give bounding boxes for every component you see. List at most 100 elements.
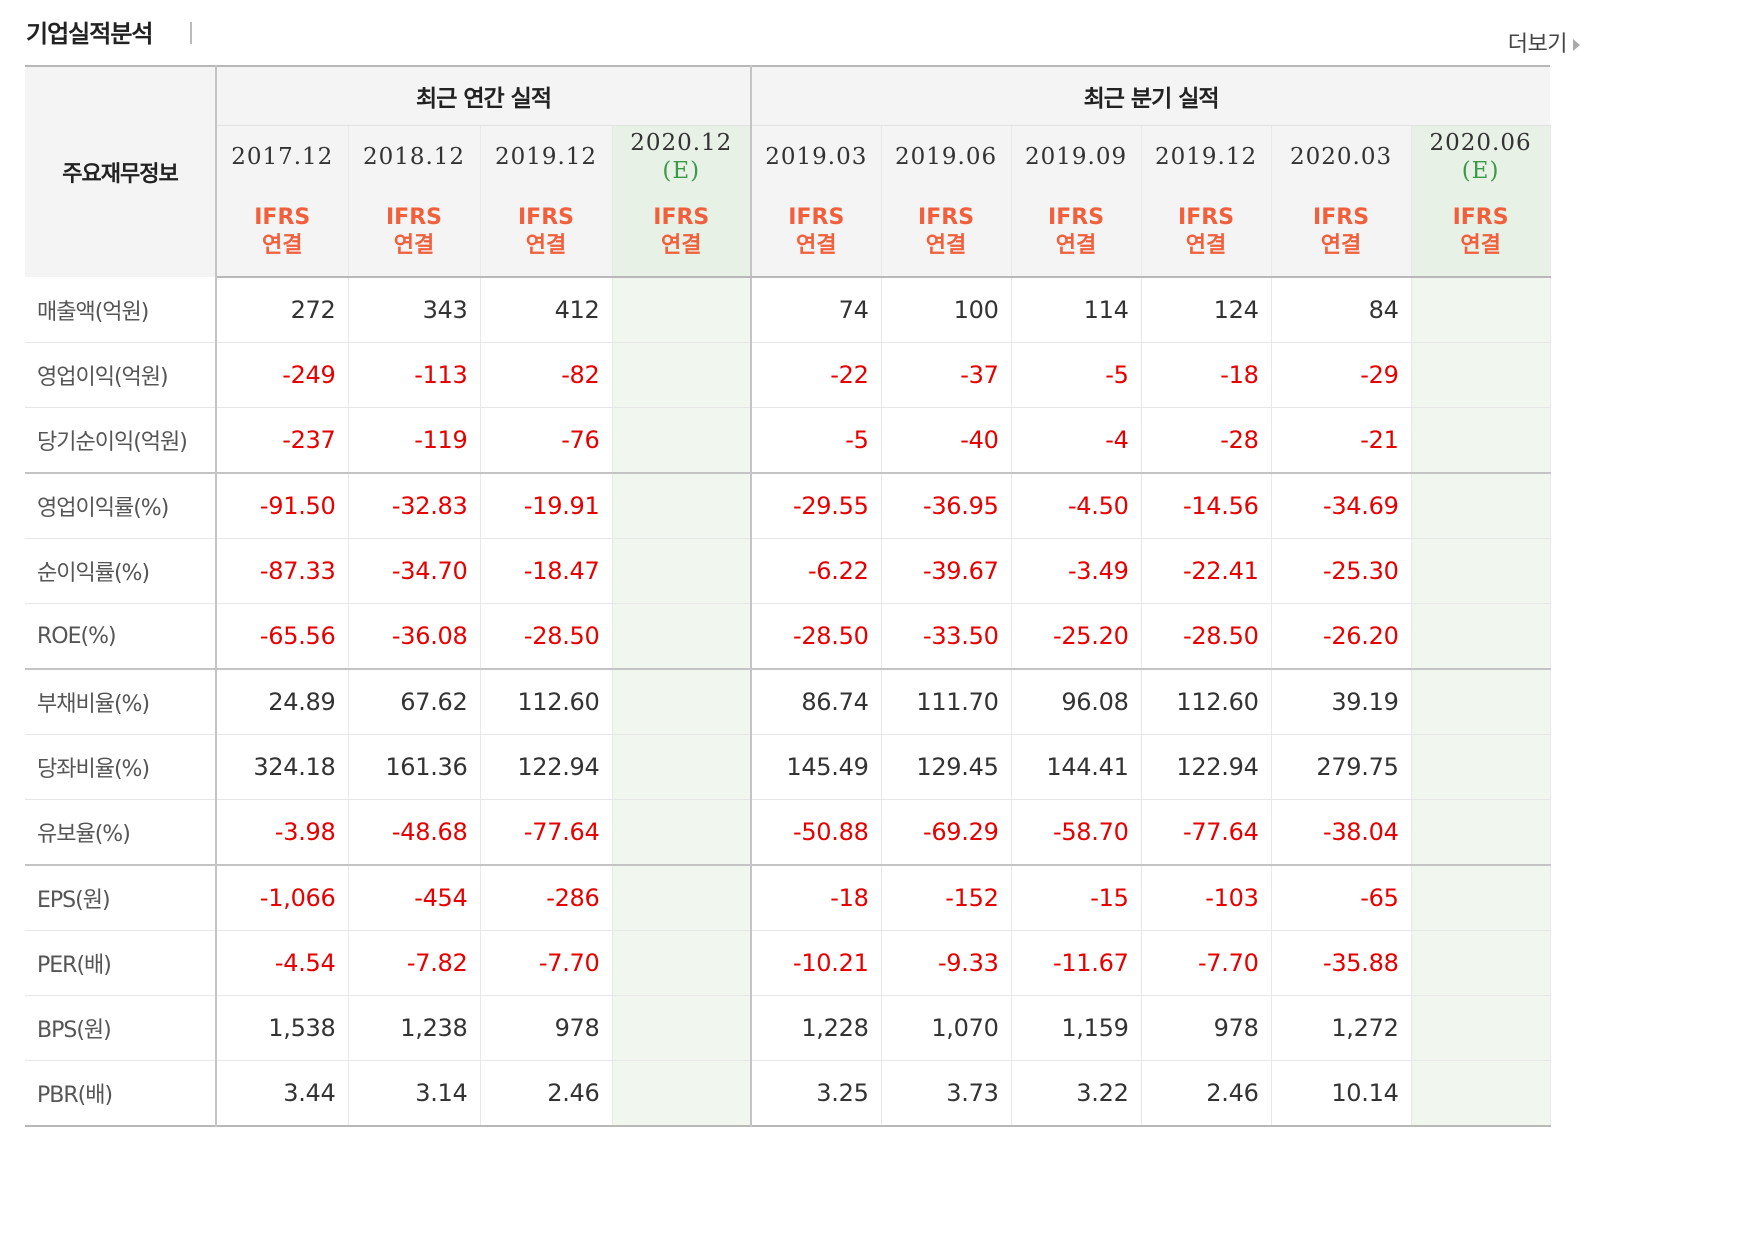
table-cell: 122.94: [1141, 734, 1272, 800]
column-date-label: 2017.12: [231, 144, 334, 170]
table-cell: [1411, 538, 1551, 604]
row-header-label: 주요재무정보: [25, 66, 217, 277]
table-cell: 1,070: [881, 995, 1012, 1061]
column-basis-label: 연결: [796, 233, 837, 258]
table-cell: -237: [216, 407, 349, 474]
estimate-mark: (E): [662, 158, 701, 184]
column-date-label: 2019.12: [1154, 144, 1258, 170]
table-cell: -18: [751, 865, 882, 931]
more-link[interactable]: 더보기: [1508, 26, 1580, 58]
column-date: 2017.12: [216, 125, 349, 188]
table-cell: -25.20: [1011, 603, 1142, 670]
table-cell: -152: [881, 865, 1012, 931]
table-cell: -77.64: [480, 799, 613, 866]
column-date: 2020.12 (E): [612, 125, 753, 188]
table-cell: 279.75: [1271, 734, 1412, 800]
column-date-label: 2020.12: [630, 130, 733, 156]
table-row: 순이익률(%) -87.33 -34.70 -18.47 -6.22 -39.67 -3.4…: [25, 538, 1551, 604]
table-cell: 3.73: [881, 1060, 1012, 1127]
table-cell: [1411, 1060, 1551, 1127]
table-cell: -22.41: [1141, 538, 1272, 604]
table-cell: 100: [881, 277, 1012, 343]
table-cell: 978: [1141, 995, 1272, 1061]
column-basis: IFRS 연결: [216, 188, 349, 278]
table-cell: 343: [348, 277, 481, 343]
column-basis: IFRS 연결: [1411, 188, 1551, 278]
row-label: BPS(원): [25, 995, 217, 1061]
table-row: EPS(원) -1,066 -454 -286 -18 -152 -15 -103 -65: [25, 865, 1551, 931]
column-date: 2020.03: [1271, 125, 1412, 188]
table-cell: [612, 473, 753, 539]
column-basis-label: 연결: [1460, 233, 1501, 258]
table-cell: [612, 799, 753, 866]
row-label: PBR(배): [25, 1060, 217, 1127]
table-cell: 112.60: [480, 669, 613, 735]
column-basis-label: IFRS: [254, 205, 311, 230]
column-date-label: 2018.12: [362, 144, 466, 170]
table-cell: -50.88: [751, 799, 882, 866]
table-cell: -119: [348, 407, 481, 474]
table-cell: -28: [1141, 407, 1272, 474]
table-cell: [1411, 473, 1551, 539]
table-cell: -15: [1011, 865, 1142, 931]
column-date: 2019.12: [1141, 125, 1272, 188]
table-cell: -249: [216, 342, 349, 408]
column-basis: IFRS 연결: [1271, 188, 1412, 278]
column-basis-label: IFRS: [1313, 205, 1370, 230]
table-cell: -25.30: [1271, 538, 1412, 604]
table-cell: 129.45: [881, 734, 1012, 800]
table-cell: -3.49: [1011, 538, 1142, 604]
table-cell: -38.04: [1271, 799, 1412, 866]
column-date-label: 2020.06: [1429, 130, 1532, 156]
column-basis-label: IFRS: [1452, 205, 1509, 230]
table-cell: -35.88: [1271, 930, 1412, 996]
table-cell: -5: [1011, 342, 1142, 408]
table-cell: [612, 865, 753, 931]
table-cell: 86.74: [751, 669, 882, 735]
table-cell: 1,159: [1011, 995, 1142, 1061]
table-cell: [612, 342, 753, 408]
table-cell: [612, 734, 753, 800]
table-cell: 114: [1011, 277, 1142, 343]
row-label: 순이익률(%): [25, 538, 217, 604]
table-cell: -4.50: [1011, 473, 1142, 539]
table-row: 영업이익률(%) -91.50 -32.83 -19.91 -29.55 -36.95 -4…: [25, 473, 1551, 539]
table-cell: [1411, 995, 1551, 1061]
table-cell: [612, 930, 753, 996]
title-divider: [190, 22, 192, 44]
table-row: BPS(원) 1,538 1,238 978 1,228 1,070 1,159 978 1,2…: [25, 995, 1551, 1061]
table-cell: -28.50: [1141, 603, 1272, 670]
table-cell: -3.98: [216, 799, 349, 866]
column-date-label: 2019.12: [494, 144, 598, 170]
table-row: ROE(%) -65.56 -36.08 -28.50 -28.50 -33.50 -25.…: [25, 603, 1551, 670]
row-label: 당기순이익(억원): [25, 407, 217, 474]
table-cell: -5: [751, 407, 882, 474]
table-cell: -29.55: [751, 473, 882, 539]
column-date-label: 2020.03: [1289, 144, 1393, 170]
table-cell: 74: [751, 277, 882, 343]
table-cell: -48.68: [348, 799, 481, 866]
table-cell: 122.94: [480, 734, 613, 800]
table-cell: 412: [480, 277, 613, 343]
table-cell: 112.60: [1141, 669, 1272, 735]
table-cell: -4: [1011, 407, 1142, 474]
column-basis: IFRS 연결: [1141, 188, 1272, 278]
table-cell: [1411, 277, 1551, 343]
table-cell: -4.54: [216, 930, 349, 996]
table-cell: [1411, 799, 1551, 866]
row-label: 부채비율(%): [25, 669, 217, 735]
table-cell: 978: [480, 995, 613, 1061]
column-basis: IFRS 연결: [348, 188, 481, 278]
header-date-row: 2017.12 2018.12 2019.12 2020.12 (E) 2019.03 20…: [25, 125, 1551, 188]
column-basis: IFRS 연결: [881, 188, 1012, 278]
table-cell: 3.25: [751, 1060, 882, 1127]
table-cell: -28.50: [751, 603, 882, 670]
table-cell: -39.67: [881, 538, 1012, 604]
column-basis-label: IFRS: [386, 205, 442, 230]
column-basis: IFRS 연결: [612, 188, 753, 278]
table-cell: -9.33: [881, 930, 1012, 996]
column-date: 2019.06: [881, 125, 1012, 188]
table-cell: 161.36: [348, 734, 481, 800]
table-row: 유보율(%) -3.98 -48.68 -77.64 -50.88 -69.29 -58.7…: [25, 799, 1551, 866]
table-cell: -65: [1271, 865, 1412, 931]
